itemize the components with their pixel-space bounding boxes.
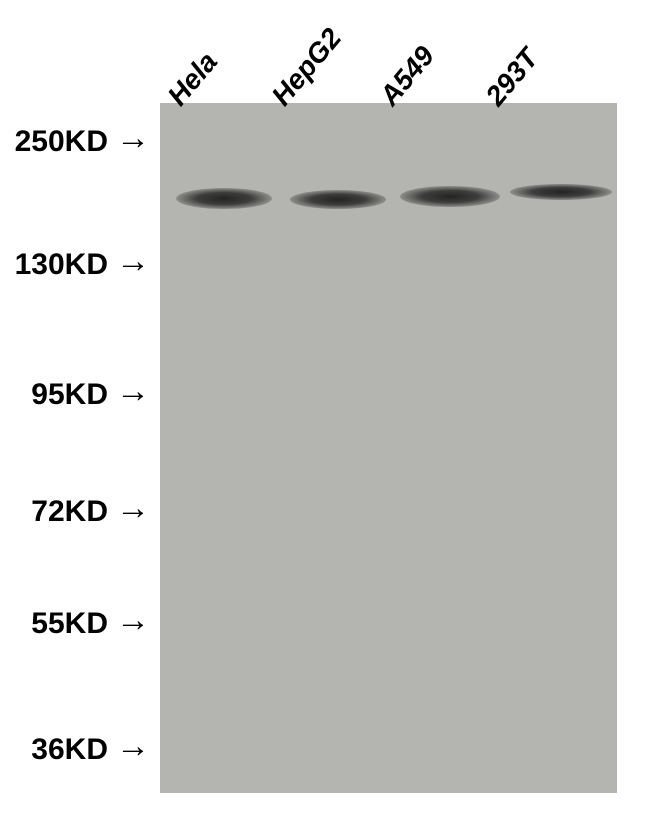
marker-arrow-icon: → — [116, 601, 150, 640]
band-lane-1 — [290, 190, 386, 209]
western-blot-figure: HelaHepG2A549293T250KD→130KD→95KD→72KD→5… — [0, 0, 650, 817]
marker-arrow-icon: → — [116, 372, 150, 411]
lane-label-3: 293T — [479, 43, 545, 112]
band-lane-3 — [510, 184, 612, 200]
marker-arrow-icon: → — [116, 727, 150, 766]
marker-label-5: 36KD — [31, 733, 108, 767]
band-lane-0 — [176, 188, 272, 209]
marker-label-3: 72KD — [31, 495, 108, 529]
lane-label-2: A549 — [373, 40, 441, 112]
marker-label-1: 130KD — [15, 248, 108, 282]
band-lane-2 — [400, 186, 500, 207]
lane-label-1: HepG2 — [265, 22, 348, 112]
marker-label-0: 250KD — [15, 125, 108, 159]
marker-arrow-icon: → — [116, 489, 150, 528]
marker-arrow-icon: → — [116, 242, 150, 281]
marker-arrow-icon: → — [116, 119, 150, 158]
marker-label-4: 55KD — [31, 607, 108, 641]
marker-label-2: 95KD — [31, 378, 108, 412]
